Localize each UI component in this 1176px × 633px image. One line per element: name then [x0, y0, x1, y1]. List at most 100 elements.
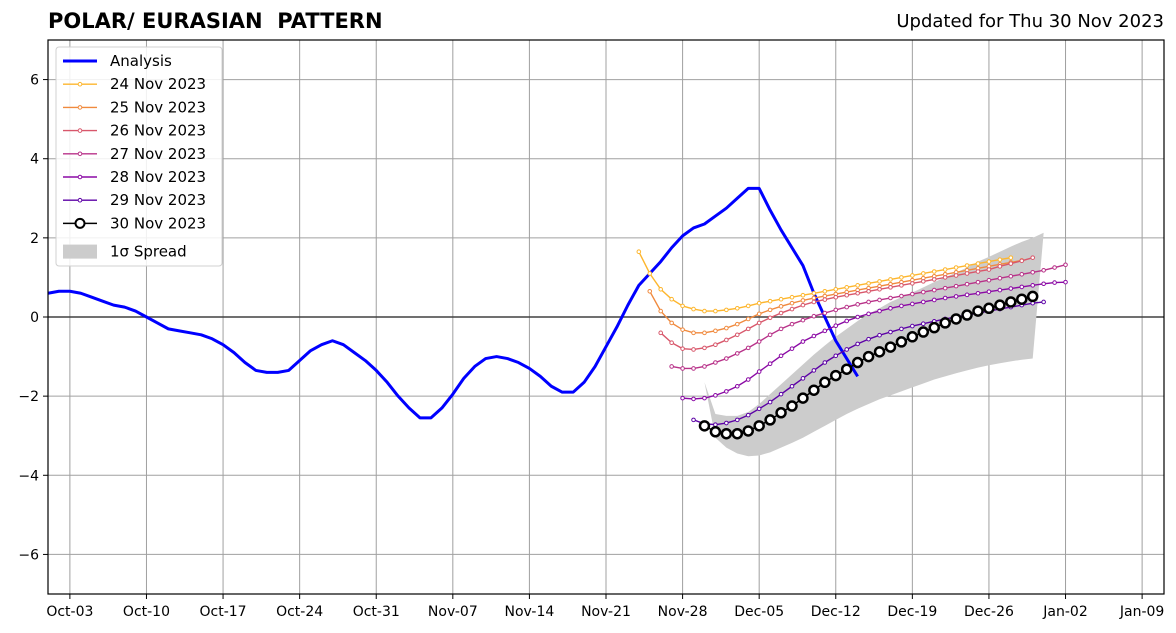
forecast-point	[691, 366, 696, 371]
forecast-point	[789, 383, 795, 389]
analysis-line	[47, 186, 859, 420]
forecast-point	[764, 414, 776, 426]
forecast-point	[745, 345, 751, 351]
forecast-point	[975, 269, 981, 274]
forecast-point	[778, 310, 784, 316]
forecast-point	[1019, 258, 1025, 264]
forecast-point	[953, 273, 959, 278]
forecast-point	[888, 277, 893, 282]
forecast-point	[789, 306, 795, 312]
forecast-point	[734, 417, 740, 423]
axes-layer: −6 −4 −2 0 2 4 6 Oct-03 Oct-10 Oct-17 Oct-24 Oct-31…	[18, 39, 1165, 620]
forecast-point	[844, 347, 850, 352]
forecast-point	[1026, 290, 1039, 303]
legend-marker	[77, 174, 83, 180]
forecast-point	[789, 294, 795, 300]
forecast-point	[698, 420, 711, 432]
forecast-point	[724, 307, 729, 313]
forecast-point	[731, 427, 744, 440]
forecast-point	[877, 332, 882, 338]
forecast-point	[658, 287, 664, 292]
y-tick-label: 4	[30, 152, 39, 168]
forecast-point	[866, 311, 871, 317]
forecast-point	[669, 364, 674, 369]
forecast-point	[778, 304, 784, 309]
forecast-point	[833, 307, 839, 313]
forecast-point	[811, 333, 817, 339]
legend-entry: 30 Nov 2023	[63, 214, 206, 232]
forecast-point	[983, 302, 995, 315]
forecast-point	[986, 289, 992, 294]
forecast-point	[994, 299, 1006, 311]
forecast-point	[833, 287, 839, 292]
legend-swatch	[63, 244, 97, 259]
forecast-point	[986, 267, 992, 272]
forecast-point	[972, 305, 984, 317]
forecast-point	[997, 287, 1003, 293]
forecast-point	[800, 317, 806, 323]
forecast-point	[884, 341, 897, 353]
forecast-point	[800, 376, 806, 381]
forecast-point	[877, 287, 882, 292]
forecast-point	[1030, 255, 1036, 260]
forecast-point	[789, 321, 795, 327]
legend-entry: 29 Nov 2023	[63, 191, 206, 209]
forecast-point	[669, 296, 674, 302]
spread-band-layer	[704, 232, 1044, 457]
y-tick-label: −6	[18, 547, 39, 563]
forecast-point	[745, 412, 751, 418]
forecast-point	[756, 369, 762, 374]
legend-entry: 26 Nov 2023	[63, 122, 206, 140]
forecast-point	[928, 321, 940, 334]
forecast-point	[811, 313, 817, 319]
legend-label: 25 Nov 2023	[110, 98, 206, 116]
forecast-point	[756, 300, 762, 306]
forecast-point	[647, 271, 653, 276]
forecast-point	[997, 275, 1003, 281]
forecast-point	[862, 350, 875, 363]
x-tick-label: Nov-14	[504, 604, 554, 620]
legend-box	[55, 46, 223, 267]
forecast-point	[910, 281, 915, 286]
forecast-point	[855, 314, 860, 320]
y-tick-label: 2	[30, 231, 39, 247]
forecast-point	[713, 308, 718, 314]
forecast-point	[753, 420, 765, 432]
legend-entry: 1σ Spread	[63, 243, 187, 261]
forecast-point	[811, 290, 817, 296]
forecast-point	[775, 407, 787, 419]
forecast-point	[724, 356, 729, 361]
forecast-point	[895, 336, 908, 348]
forecast-point	[997, 264, 1003, 269]
forecast-point	[1041, 299, 1046, 305]
forecast-point	[756, 406, 762, 412]
forecast-point	[942, 267, 948, 272]
x-tick-label: Oct-17	[200, 604, 247, 620]
forecast-point	[910, 301, 915, 307]
forecast-point	[920, 279, 926, 284]
forecast-point	[713, 393, 718, 398]
forecast-point	[811, 295, 817, 301]
forecast-point	[920, 321, 926, 327]
forecast-point	[1030, 283, 1036, 288]
forecast-point	[899, 283, 904, 288]
forecast-point	[702, 395, 707, 401]
forecast-point	[680, 366, 685, 371]
forecast-point	[961, 309, 973, 321]
x-tick-label: Oct-03	[46, 604, 93, 620]
x-tick-label: Dec-12	[811, 604, 861, 620]
forecast-point	[691, 417, 696, 423]
forecast-point	[1008, 273, 1014, 279]
forecast-point	[636, 249, 642, 255]
forecast-point	[844, 304, 850, 310]
forecast-point	[833, 294, 839, 300]
forecast-point	[822, 293, 828, 299]
forecast-point	[680, 346, 685, 351]
legend-entry: Analysis	[63, 52, 172, 70]
forecast-point	[1030, 269, 1036, 275]
forecast-point	[906, 331, 919, 343]
forecast-point	[691, 330, 696, 336]
forecast-point	[986, 277, 992, 283]
x-tick-label: Dec-19	[887, 604, 937, 620]
legend-marker	[77, 128, 83, 133]
